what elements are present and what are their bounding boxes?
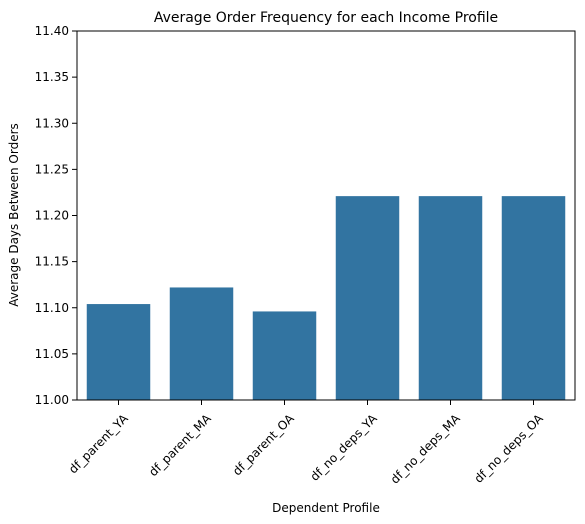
x-tick-label-df_parent_MA: df_parent_MA [146, 411, 214, 479]
y-tick-label: 11.05 [35, 347, 69, 361]
bars-group [86, 196, 566, 400]
y-tick-label: 11.30 [35, 116, 69, 130]
y-tick-label: 11.15 [35, 255, 69, 269]
y-tick-label: 11.25 [35, 162, 69, 176]
x-tick-label-df_parent_OA: df_parent_OA [230, 411, 297, 478]
x-tick-label-df_no_deps_YA: df_no_deps_YA [308, 411, 381, 484]
y-tick-label: 11.10 [35, 301, 69, 315]
chart-title: Average Order Frequency for each Income … [154, 10, 498, 26]
y-tick-label: 11.40 [35, 24, 69, 38]
y-axis-label: Average Days Between Orders [7, 123, 21, 307]
bar-df_no_deps_OA [501, 196, 566, 400]
x-axis-label: Dependent Profile [272, 501, 380, 515]
bar-df_parent_YA [86, 304, 151, 400]
x-axis-ticks: df_parent_YA df_parent_MA df_parent_OA df_n… [66, 400, 546, 487]
y-axis-ticks: 11.00 11.05 11.10 11.15 11.20 11.25 11.30 11.35… [35, 24, 77, 407]
bar-df_no_deps_YA [335, 196, 400, 400]
bar-df_parent_OA [252, 311, 317, 400]
plot-frame [76, 30, 576, 401]
y-tick-label: 11.20 [35, 209, 69, 223]
bar-df_no_deps_MA [418, 196, 483, 400]
bar-df_parent_MA [169, 287, 234, 400]
x-tick-label-df_parent_YA: df_parent_YA [66, 411, 131, 476]
x-tick-label-df_no_deps_OA: df_no_deps_OA [472, 411, 547, 486]
y-tick-label: 11.00 [35, 393, 69, 407]
x-tick-label-df_no_deps_MA: df_no_deps_MA [388, 411, 464, 487]
y-tick-label: 11.35 [35, 70, 69, 84]
